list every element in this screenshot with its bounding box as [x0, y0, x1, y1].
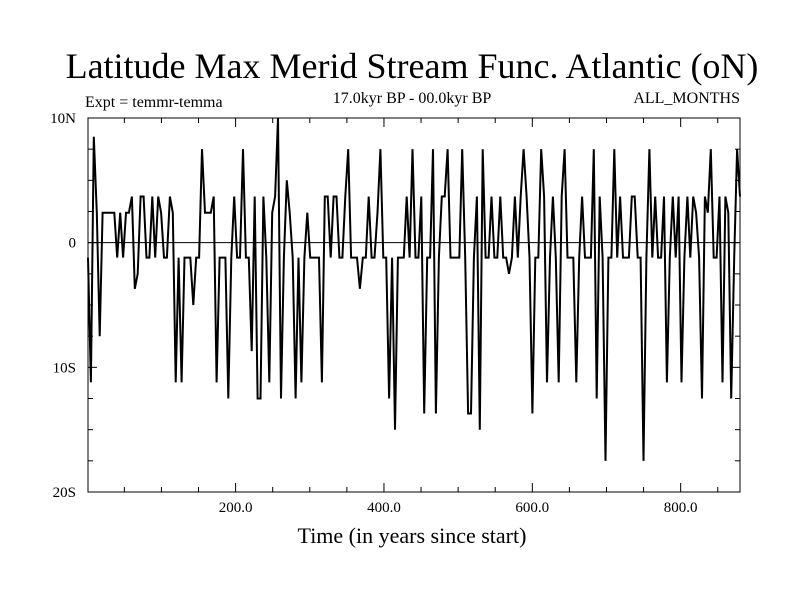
series-line: [87, 117, 741, 461]
tick-labels-layer: 200.0 400.0 600.0 800.0 10N 0 10S 20S: [50, 111, 697, 516]
plot-frame: [87, 117, 741, 493]
x-tick-label: 800.0: [664, 500, 698, 516]
y-tick-label: 10N: [50, 111, 76, 127]
y-tick-label: 10S: [53, 360, 76, 376]
x-tick-label: 600.0: [515, 500, 549, 516]
x-tick-label: 400.0: [367, 500, 401, 516]
y-tick-label: 20S: [53, 485, 76, 501]
time-range-label: 17.0kyr BP - 00.0kyr BP: [333, 90, 492, 107]
chart-title: Latitude Max Merid Stream Func. Atlantic…: [66, 46, 759, 86]
x-tick-label: 200.0: [219, 500, 253, 516]
y-tick-label: 0: [69, 236, 77, 252]
experiment-label: Expt = temmr-temma: [85, 94, 223, 111]
x-axis-label: Time (in years since start): [298, 523, 527, 548]
months-label: ALL_MONTHS: [633, 90, 740, 107]
